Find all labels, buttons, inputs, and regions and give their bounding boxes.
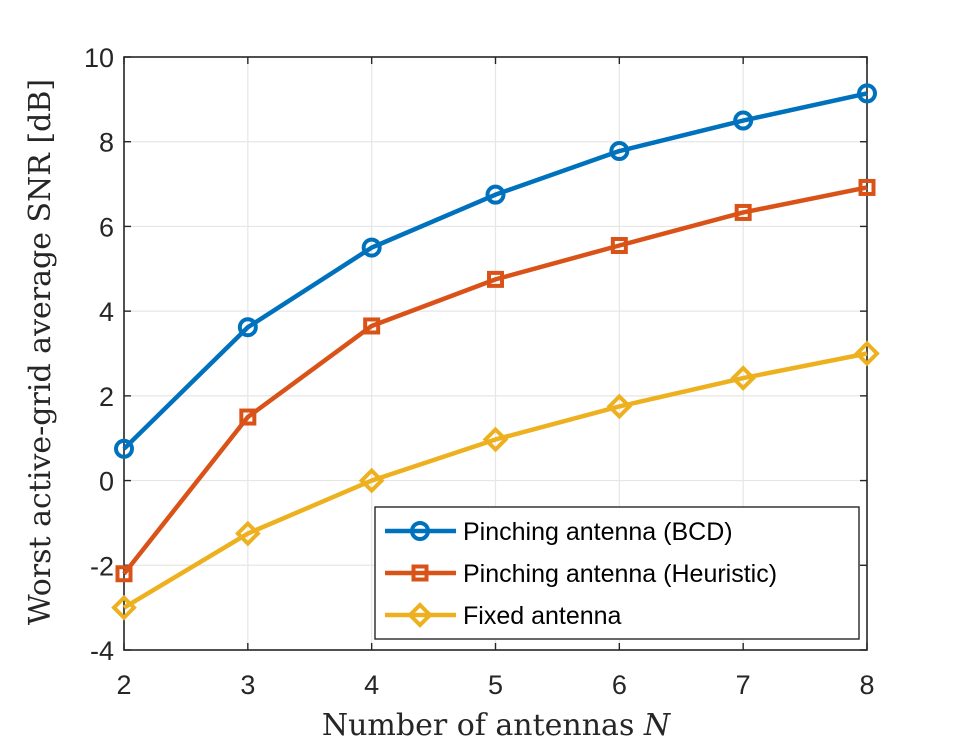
series-circle xyxy=(114,83,877,459)
data-point xyxy=(857,83,877,104)
y-tick-label: 8 xyxy=(99,128,114,158)
y-tick-label: 2 xyxy=(99,382,114,412)
legend-item: Pinching antenna (BCD) xyxy=(385,518,733,546)
y-tick-label: -2 xyxy=(90,551,114,581)
data-point xyxy=(858,178,876,196)
x-tick-label: 2 xyxy=(116,670,131,700)
tick-marks xyxy=(123,56,868,651)
data-point xyxy=(115,565,133,583)
x-tick-label: 4 xyxy=(364,670,379,700)
x-tick-label: 7 xyxy=(736,670,751,700)
legend-item: Pinching antenna (Heuristic) xyxy=(385,560,777,588)
data-point xyxy=(733,110,754,131)
data-point xyxy=(485,184,506,205)
data-point xyxy=(482,426,509,453)
data-point xyxy=(237,317,258,338)
legend-label: Fixed antenna xyxy=(463,602,622,630)
y-tick-labels: -4 -2 0 2 4 6 8 10 xyxy=(84,43,114,666)
data-point xyxy=(854,340,880,367)
y-tick-label: -4 xyxy=(90,636,114,666)
legend-marker xyxy=(411,564,429,582)
x-tick-label: 3 xyxy=(240,670,255,700)
legend-marker xyxy=(407,602,433,628)
x-tick-label: 5 xyxy=(488,670,503,700)
series-line xyxy=(122,185,868,576)
y-tick-label: 0 xyxy=(99,467,114,497)
data-point xyxy=(606,393,633,420)
legend-label: Pinching antenna (BCD) xyxy=(463,518,733,546)
legend: Pinching antenna (BCD) Pinching antenna (… xyxy=(374,506,860,640)
data-point xyxy=(734,203,752,221)
series-diamond xyxy=(111,340,880,621)
x-tick-label: 6 xyxy=(612,670,627,700)
y-axis-label: Worst active-grid average SNR [dB] xyxy=(23,79,58,625)
y-tick-label: 4 xyxy=(99,297,114,327)
series-square xyxy=(115,178,876,583)
y-tick-label: 6 xyxy=(99,212,114,242)
data-point xyxy=(487,270,504,288)
x-axis-label: Number of antennas N xyxy=(322,708,672,743)
series-line xyxy=(122,351,868,610)
data-point xyxy=(358,467,385,494)
data-point xyxy=(609,141,630,162)
data-point xyxy=(114,438,134,459)
y-tick-label: 10 xyxy=(84,43,114,73)
legend-label: Pinching antenna (Heuristic) xyxy=(463,560,777,588)
series xyxy=(111,83,880,621)
legend-item: Fixed antenna xyxy=(385,602,622,630)
data-point xyxy=(610,236,628,254)
legend-marker xyxy=(410,521,430,541)
series-line xyxy=(122,91,868,451)
data-point xyxy=(239,408,257,426)
data-point xyxy=(235,520,261,547)
data-point xyxy=(361,237,382,258)
x-tick-labels: 2 3 4 5 6 7 8 xyxy=(116,670,874,700)
x-tick-label: 8 xyxy=(859,670,874,700)
data-point xyxy=(730,365,756,391)
data-point xyxy=(111,594,137,621)
data-point xyxy=(363,317,381,335)
